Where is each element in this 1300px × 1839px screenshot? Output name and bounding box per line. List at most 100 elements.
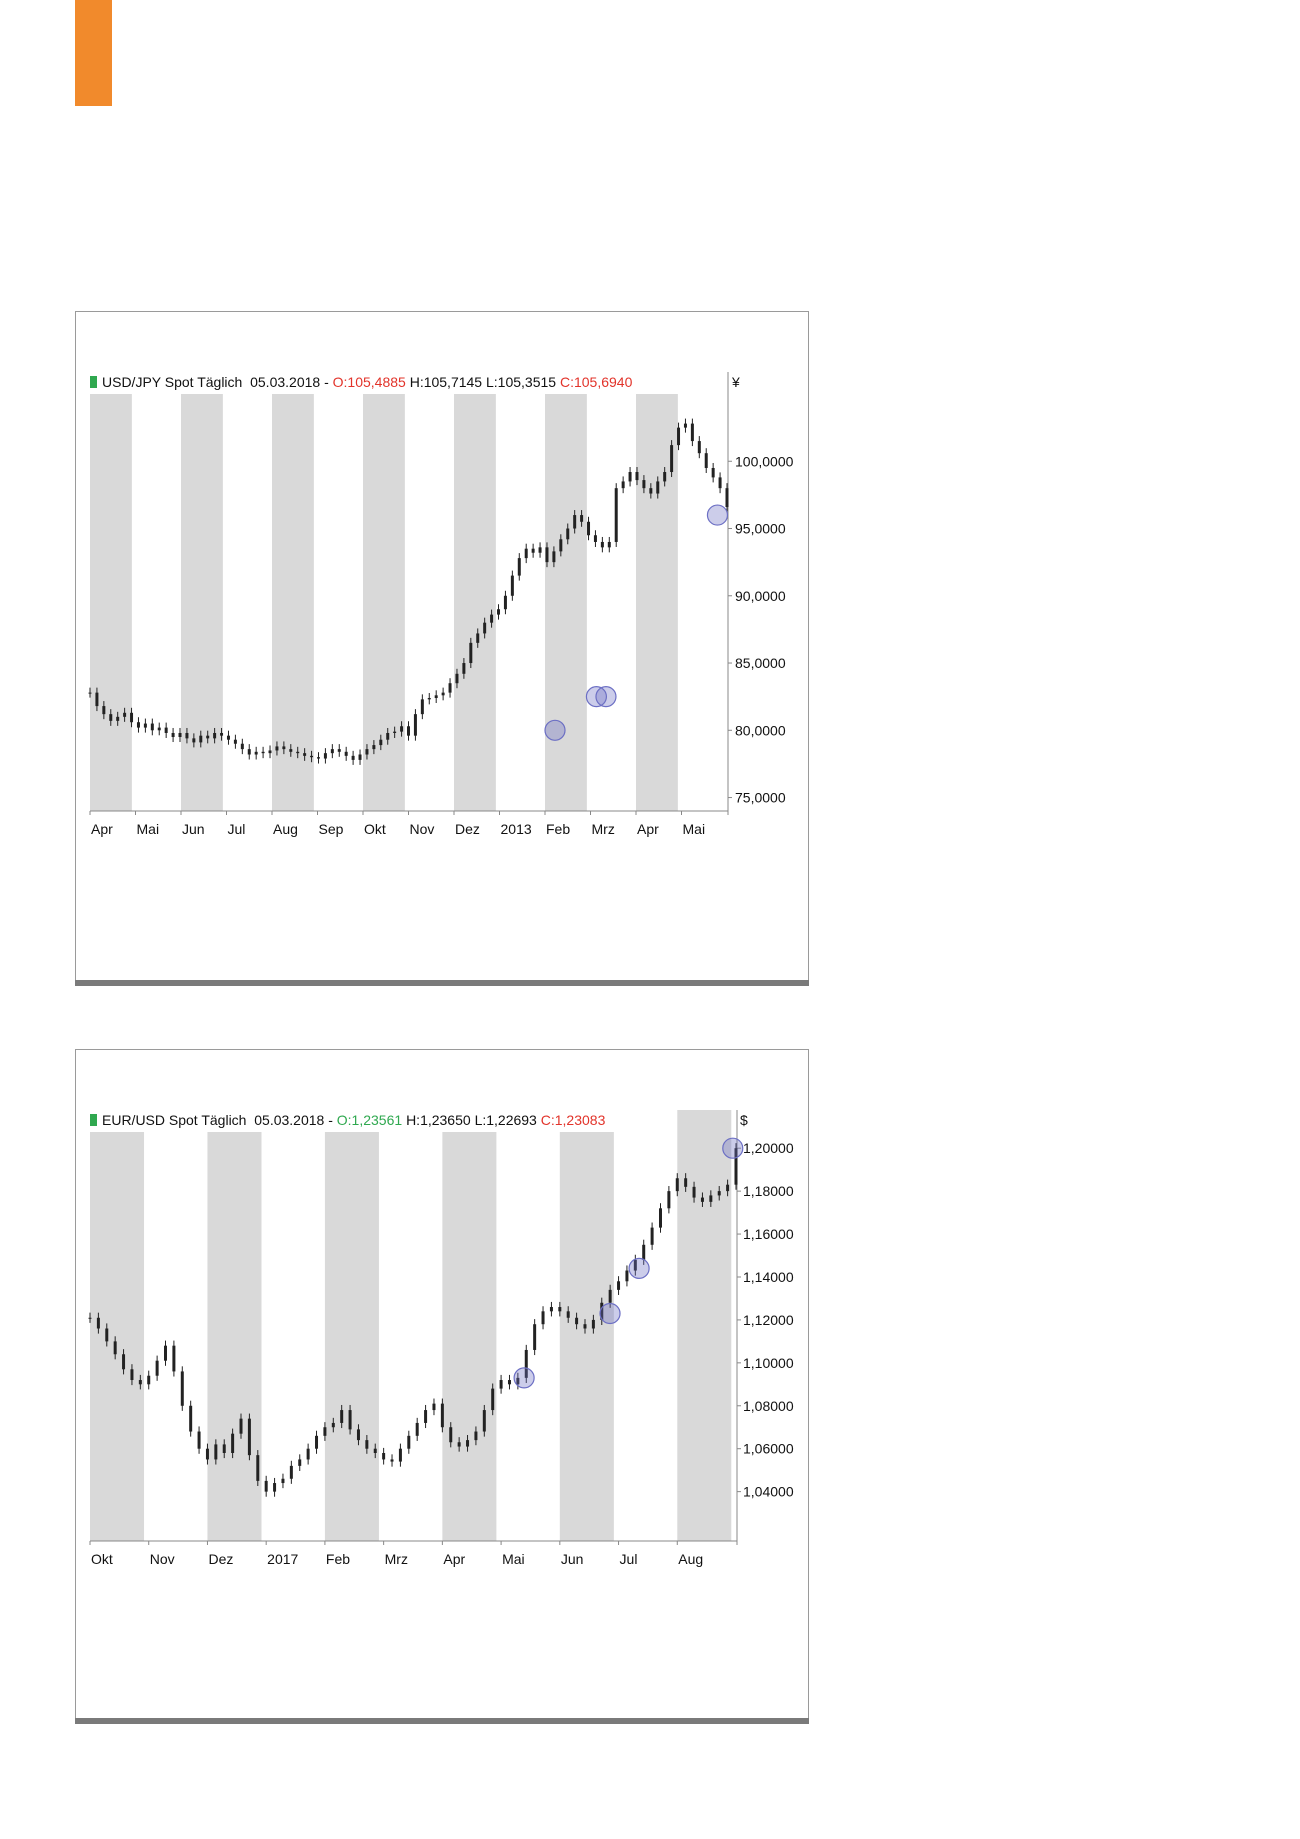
candle-body [432, 1403, 436, 1411]
candle-body [483, 622, 487, 634]
month-band [545, 394, 587, 811]
candle-body [382, 1452, 386, 1460]
candle-body [457, 1442, 461, 1447]
candle-body [524, 548, 528, 559]
candle-body [123, 712, 127, 717]
candle-body [351, 755, 355, 760]
candle-body [303, 753, 307, 756]
eurusd-chart-plot: 1,20000 1,18000 1,16000 1,14000 1,12000 1,100… [88, 1110, 794, 1567]
candle-body [372, 745, 376, 750]
y-tick-label: 100,0000 [735, 453, 794, 469]
candle-body [256, 1455, 260, 1481]
candle-body [254, 751, 258, 755]
usdjpy-open-value: O:105,4885 [332, 374, 406, 390]
signal-marker [513, 1367, 535, 1389]
signal-marker [544, 719, 566, 741]
y-tick-label: 90,0000 [735, 588, 786, 604]
y-tick-label: 80,0000 [735, 722, 786, 738]
candle-body [178, 732, 182, 738]
candle-body [549, 1307, 553, 1312]
candle-body [545, 547, 549, 563]
candle-body [214, 1444, 218, 1460]
candle-body [690, 423, 694, 442]
candle-body [580, 515, 584, 522]
candle-body [566, 528, 570, 540]
candle-body [281, 1478, 285, 1484]
candle-body [559, 539, 563, 552]
candle-body [316, 757, 320, 759]
candle-body [649, 488, 653, 494]
x-tick-label: Nov [150, 1551, 175, 1567]
usdjpy-chart-date: 05.03.2018 [250, 374, 321, 390]
candle-body [96, 1317, 100, 1329]
candle-body [656, 481, 660, 494]
candle-body [247, 1418, 251, 1456]
x-tick-label: Jun [182, 821, 205, 837]
candle-body [239, 1418, 243, 1434]
candle-body [164, 1345, 168, 1361]
month-band [559, 1132, 614, 1541]
candle-body [172, 1345, 176, 1372]
candle-body [289, 749, 293, 752]
usdjpy-low-value: L:105,3515 [486, 374, 557, 390]
candle-body [617, 1281, 621, 1290]
x-tick-label: Mrz [385, 1551, 408, 1567]
candle-body [240, 743, 244, 750]
candle-body [700, 1197, 704, 1202]
candle-body [510, 575, 514, 596]
candle-body [164, 727, 168, 733]
x-tick-label: Okt [364, 821, 386, 837]
x-tick-label: Apr [91, 821, 113, 837]
candle-body [275, 746, 279, 751]
candle-body [717, 1191, 721, 1196]
y-tick-label: 95,0000 [735, 521, 786, 537]
candle-body [273, 1483, 277, 1492]
candle-body [516, 1377, 520, 1385]
candle-body [247, 749, 251, 755]
candle-body [531, 548, 535, 553]
candle-body [704, 453, 708, 468]
y-tick-label: 1,04000 [743, 1484, 794, 1500]
candle-body [282, 746, 286, 750]
x-tick-label: Feb [326, 1551, 350, 1567]
candle-body [583, 1324, 587, 1329]
usdjpy-chart-panel: USD/JPY Spot Täglich 05.03.2018 - O:105,… [75, 311, 809, 983]
candle-body [213, 732, 217, 739]
candle-body [675, 1178, 679, 1192]
signal-marker [599, 1302, 621, 1325]
candle-body [206, 735, 210, 739]
candle-body [365, 749, 369, 755]
candle-body [298, 1459, 302, 1466]
candle-body [449, 1427, 453, 1443]
usdjpy-high-value: H:105,7145 [409, 374, 483, 390]
candle-body [575, 1317, 579, 1325]
candle-body [455, 673, 459, 684]
candle-body [725, 488, 729, 507]
candle-body [462, 663, 466, 674]
candle-body [122, 1354, 126, 1370]
candle-legend-icon [90, 376, 97, 388]
candle-body [614, 488, 618, 542]
candle-body [407, 1435, 411, 1449]
eurusd-unit-label: $ [740, 1112, 748, 1128]
candle-body [344, 751, 348, 756]
candle-body [109, 714, 113, 721]
candle-body [499, 1380, 503, 1389]
eurusd-low-value: L:1,22693 [474, 1112, 537, 1128]
candle-body [171, 732, 175, 738]
x-tick-label: Jul [620, 1551, 638, 1567]
candle-body [734, 1148, 738, 1185]
y-tick-label: 1,10000 [743, 1355, 794, 1371]
candle-body [157, 727, 161, 731]
candle-body [197, 1431, 201, 1449]
eurusd-chart-title: EUR/USD Spot Täglich [102, 1112, 247, 1128]
usdjpy-chart-plot: 100,0000 95,0000 90,0000 85,0000 80,0000 75,0… [88, 372, 794, 837]
candle-body [261, 751, 265, 754]
x-tick-label: Aug [678, 1551, 703, 1567]
candle-body [138, 1380, 142, 1385]
x-tick-label: 2017 [267, 1551, 298, 1567]
month-band [90, 1132, 145, 1541]
candle-body [692, 1186, 696, 1198]
candle-body [222, 1444, 226, 1453]
candle-body [379, 739, 383, 746]
